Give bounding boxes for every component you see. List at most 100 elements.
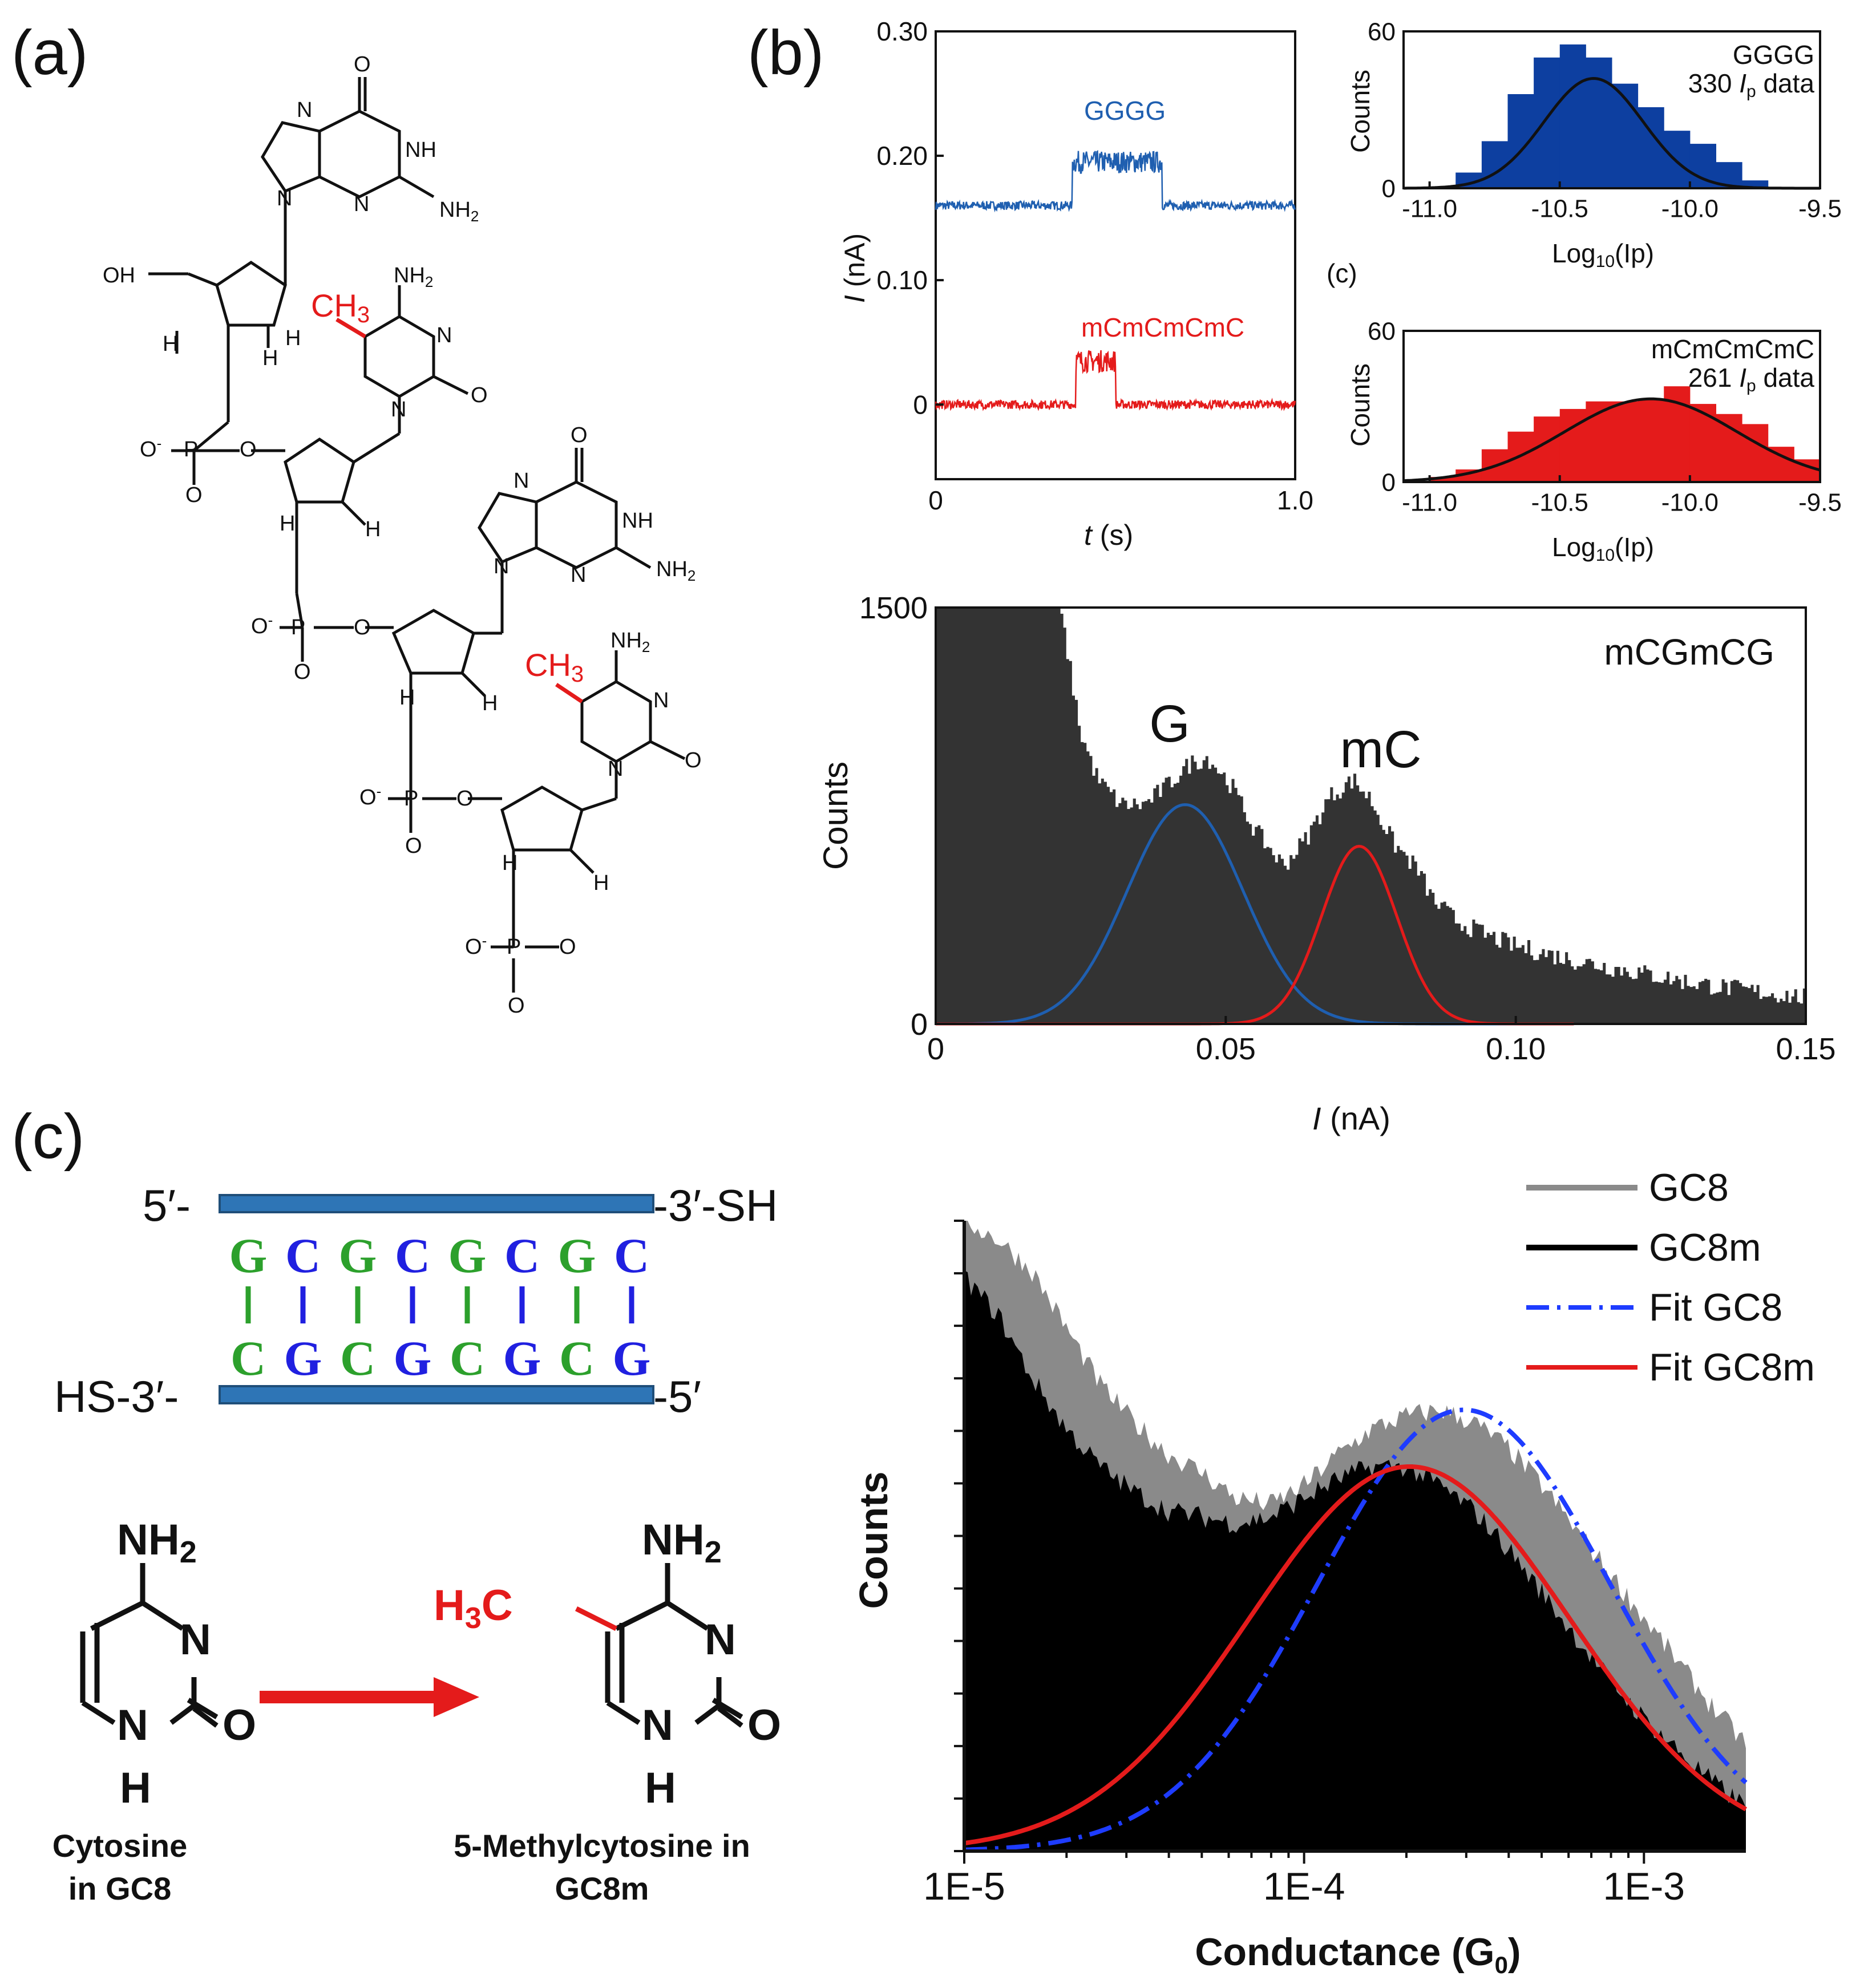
methylcytosine-o: O (747, 1701, 781, 1750)
atom-o-2: O (471, 383, 488, 407)
atom-o-minus-2: O- (251, 612, 273, 638)
trace-ytick-label: 0.20 (876, 141, 928, 171)
conductance-xlabel: Conductance (G0) (1195, 1930, 1521, 1978)
methylcytosine-2 (555, 650, 686, 799)
gggg-hist-xlabel: Log10(Ip) (1552, 238, 1654, 271)
atom-h-2: H (262, 346, 278, 370)
mcgmcg-ylabel: Counts (816, 762, 855, 870)
panel-label-a: (a) (11, 18, 88, 88)
atom-h-3: H (285, 326, 301, 350)
trace-line-mcmcmcmc (935, 350, 1296, 411)
mcgmcg-xtick-label: 0.05 (1196, 1032, 1256, 1066)
gggg-xtick-label: -11.0 (1402, 195, 1457, 223)
mc-bar (1429, 477, 1456, 482)
methylcytosine-n1: N (642, 1701, 673, 1750)
sugar-ring-4 (500, 786, 617, 896)
strand-bottom (219, 1385, 654, 1404)
trace-series-group (935, 149, 1296, 411)
atom-h-9: H (593, 871, 609, 895)
base-pairs: G C G C G C G CC G C G C G C G (229, 1228, 651, 1386)
trace-frame (935, 30, 1296, 480)
phosphate-2 (280, 542, 394, 662)
gggg-bar (1534, 57, 1560, 188)
gggg-bar (1559, 44, 1586, 189)
atom-h-5: H (365, 517, 381, 541)
bottom-base: C (340, 1331, 375, 1386)
atom-oh: OH (103, 264, 135, 288)
panel-label-c: (c) (11, 1102, 84, 1172)
top-base: C (395, 1228, 430, 1283)
mc-xtick-label: -9.5 (1798, 489, 1842, 517)
methylcytosine-caption-line1: 5-Methylcytosine in (454, 1828, 750, 1864)
methylcytosine-atom-labels: NH2 N N O H (642, 1516, 781, 1812)
gggg-xtick-label: -10.5 (1531, 195, 1588, 223)
guanine-upper (261, 77, 435, 225)
atom-o-p1b: O (240, 438, 257, 461)
mc-hist-frame (1402, 330, 1821, 483)
atom-o-p2b: O (354, 616, 371, 639)
atom-p-4: P (507, 935, 521, 959)
phosphate-4 (491, 896, 559, 993)
atom-o-p4b: O (508, 994, 525, 1018)
mc-bar (1586, 401, 1612, 482)
peak-label-mc: mC (1340, 720, 1421, 779)
legend-label-gc8m: GC8m (1649, 1226, 1761, 1269)
trace-xlabel: t (s) (1084, 519, 1133, 551)
bottom-base: G (284, 1331, 322, 1386)
methylcytosine-1 (335, 285, 469, 434)
fit-gc8m-curve (964, 1464, 1747, 1846)
bottom-base: G (503, 1331, 541, 1386)
label-hs-3-prime: HS-3′- (54, 1371, 179, 1422)
peak-label-g: G (1149, 695, 1190, 753)
trace-ylabel: I (nA) (839, 233, 871, 303)
current-trace-chart: 0 1.0 0 0.10 0.20 0.30 GGGG mCmCmCmC t (s) I … (839, 17, 1313, 551)
conductance-axes: 1E-5 1E-4 1E-3 (923, 1220, 1746, 1908)
panel-label-b: (b) (747, 18, 824, 88)
methylation-arrow (260, 1677, 479, 1717)
methylcytosine-caption-line2: GC8m (555, 1870, 649, 1906)
conductance-legend: GC8 GC8m Fit GC8 Fit GC8m (1526, 1166, 1815, 1389)
methyl-label-2: CH3 (525, 647, 584, 687)
atom-n-9: N (653, 689, 669, 712)
trace-xtick-label: 0 (928, 485, 943, 515)
legend-label-fit-gc8: Fit GC8 (1649, 1286, 1782, 1329)
mcgmcg-ytick-label: 0 (911, 1007, 928, 1042)
gggg-bar (1481, 141, 1508, 188)
gggg-ytick-label: 0 (1382, 175, 1396, 203)
gggg-hist-title: GGGG (1733, 40, 1814, 70)
mc-ytick-label: 0 (1382, 468, 1396, 496)
mcgmcg-xtick-label: 0.10 (1486, 1032, 1546, 1066)
methylcytosine-n3: N (705, 1615, 736, 1664)
atom-nh-2: NH (622, 509, 653, 533)
top-base: C (504, 1228, 540, 1283)
top-base: G (558, 1228, 596, 1283)
atom-o-p2: O (294, 660, 311, 684)
trace-ytick-label: 0.30 (876, 17, 928, 46)
methylcytosine-nh2: NH2 (642, 1516, 722, 1569)
mc-ytick-label: 60 (1368, 317, 1396, 345)
top-base: G (448, 1228, 487, 1283)
mc-hist-xlabel: Log10(Ip) (1552, 532, 1654, 565)
dna-methylation-structure (148, 77, 686, 993)
trace-ytick-label: 0.10 (876, 265, 928, 295)
mc-histogram: -11.0 -10.5 -10.0 -9.5 0 60 mCmCmCmC 261 Ip d… (1345, 317, 1842, 565)
gggg-bar (1664, 131, 1691, 188)
cytosine-structure (80, 1563, 219, 1728)
gggg-xtick-label: -9.5 (1798, 195, 1842, 223)
mcgmcg-histogram: 0 0.05 0.10 0.15 0 1500 mCGmCG G mC I (nA) Co… (816, 591, 1836, 1136)
cytosine-n3: N (180, 1615, 211, 1664)
mcgmcg-title: mCGmCG (1604, 631, 1774, 673)
mcgmcg-xtick-label: 0.15 (1776, 1032, 1835, 1066)
sugar-ring-3 (391, 609, 502, 713)
fit-gc8-curve (964, 1407, 1748, 1852)
mc-bar (1742, 424, 1769, 482)
bottom-base: C (559, 1331, 595, 1386)
bottom-base: C (450, 1331, 485, 1386)
atom-n-3: N (277, 187, 292, 210)
gggg-xtick-label: -10.0 (1661, 195, 1719, 223)
cytosine-n1: N (117, 1701, 148, 1750)
conductance-xtick-label: 1E-5 (923, 1865, 1005, 1908)
phosphate-1 (171, 365, 285, 485)
